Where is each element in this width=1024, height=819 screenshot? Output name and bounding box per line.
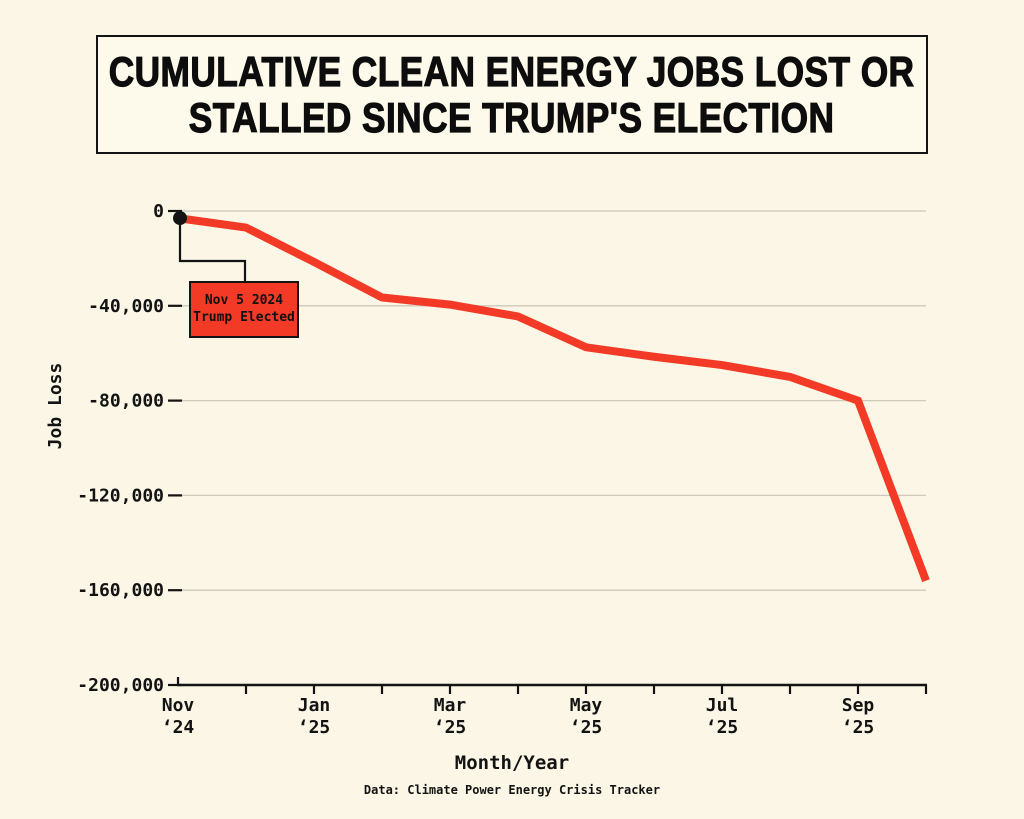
annotation-date: Nov 5 2024: [204, 293, 284, 308]
title-line: CUMULATIVE CLEAN ENERGY JOBS LOST OR: [109, 47, 915, 95]
annotation-callout: Nov 5 2024 Trump Elected: [189, 281, 299, 338]
x-tick-label: ‘25: [706, 717, 739, 738]
x-tick-label: Nov: [162, 695, 195, 716]
title-line: STALLED SINCE TRUMP'S ELECTION: [189, 93, 835, 141]
x-tick-label: ‘25: [434, 717, 467, 738]
y-tick-label: -120,000: [77, 485, 164, 506]
x-axis-title: Month/Year: [454, 752, 570, 774]
chart-title-box: CUMULATIVE CLEAN ENERGY JOBS LOST OR STA…: [96, 35, 928, 154]
x-tick-label: Sep: [842, 695, 875, 716]
data-source-note: Data: Climate Power Energy Crisis Tracke…: [363, 783, 661, 797]
y-tick-label: -80,000: [88, 391, 164, 412]
start-point-dot: [173, 211, 187, 226]
x-tick-label: ‘24: [162, 717, 195, 738]
x-tick-label: ‘25: [570, 717, 603, 738]
y-tick-label: -200,000: [77, 675, 164, 696]
y-tick-label: -160,000: [77, 580, 164, 601]
chart-title: CUMULATIVE CLEAN ENERGY JOBS LOST OR STA…: [109, 47, 915, 141]
annotation-connector-line: [178, 221, 247, 282]
trend-line: [177, 214, 930, 583]
x-tick-label: Jan: [298, 695, 331, 716]
y-tick-label: -40,000: [88, 296, 164, 317]
x-tick-label: Mar: [434, 695, 467, 716]
y-tick-label: 0: [153, 201, 164, 222]
x-tick-label: May: [570, 695, 603, 716]
x-tick-label: ‘25: [298, 717, 331, 738]
x-tick-label: ‘25: [842, 717, 875, 738]
annotation-text: Trump Elected: [193, 309, 295, 325]
x-tick-label: Jul: [706, 695, 739, 716]
